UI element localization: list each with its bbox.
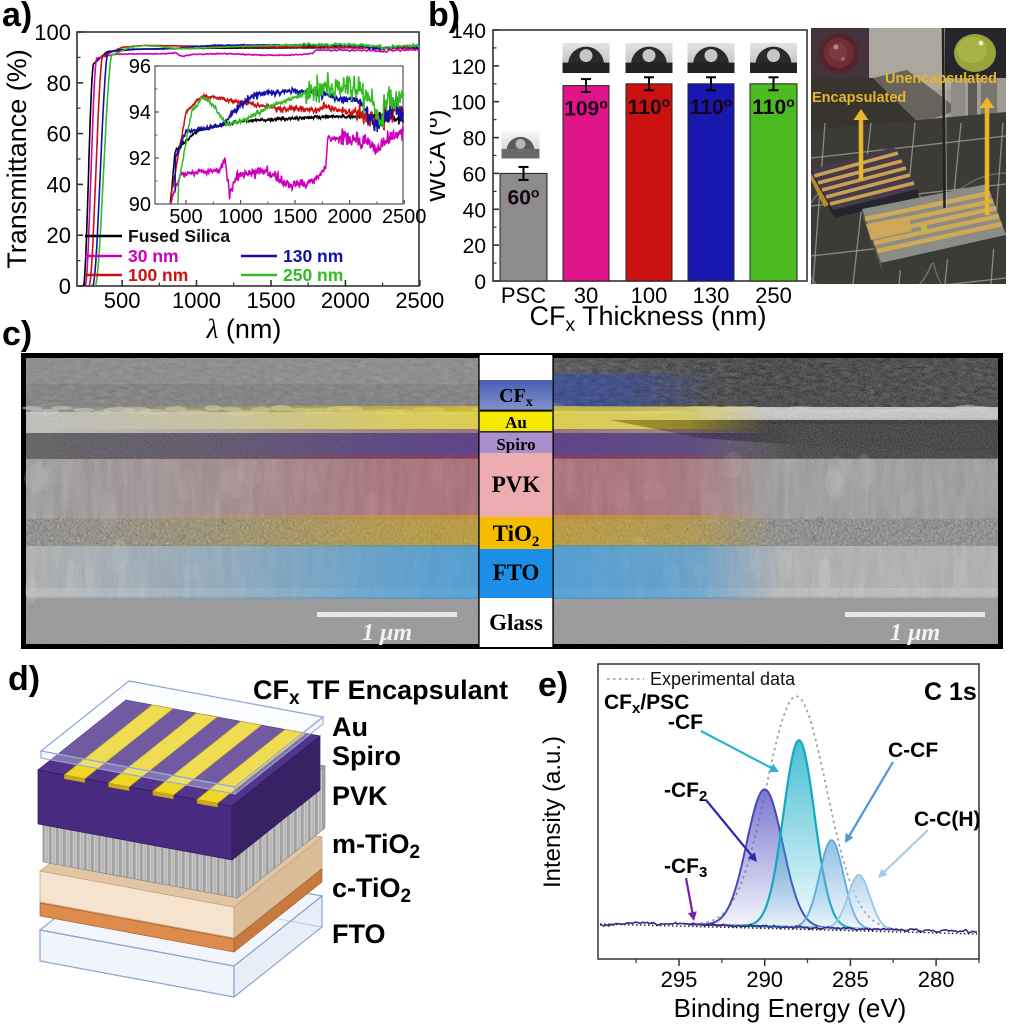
svg-text:WCA (º): WCA (º) bbox=[430, 109, 451, 202]
svg-text:20: 20 bbox=[463, 235, 486, 258]
svg-text:C 1s: C 1s bbox=[924, 678, 977, 706]
svg-text:500: 500 bbox=[169, 206, 202, 228]
svg-text:60: 60 bbox=[47, 122, 71, 147]
svg-text:0: 0 bbox=[59, 274, 71, 299]
svg-text:Glass: Glass bbox=[489, 610, 543, 635]
svg-text:1 μm: 1 μm bbox=[362, 620, 412, 646]
svg-text:2500: 2500 bbox=[382, 206, 427, 228]
svg-text:Spiro: Spiro bbox=[496, 435, 535, 454]
svg-text:TiO2: TiO2 bbox=[493, 521, 540, 550]
svg-text:-CF3: -CF3 bbox=[664, 855, 707, 881]
svg-text:Transmittance (%): Transmittance (%) bbox=[2, 49, 32, 269]
svg-text:Fused Silica: Fused Silica bbox=[128, 226, 230, 246]
svg-text:λ (nm): λ (nm) bbox=[206, 314, 282, 344]
svg-text:Binding Energy (eV): Binding Energy (eV) bbox=[674, 993, 907, 1023]
svg-text:130 nm: 130 nm bbox=[283, 246, 343, 266]
svg-text:C-C(H): C-C(H) bbox=[914, 808, 980, 831]
svg-text:140: 140 bbox=[451, 20, 486, 43]
svg-text:40: 40 bbox=[463, 199, 486, 222]
svg-text:1500: 1500 bbox=[247, 288, 296, 313]
svg-text:60: 60 bbox=[463, 163, 486, 186]
svg-text:1500: 1500 bbox=[273, 206, 318, 228]
svg-text:92: 92 bbox=[129, 148, 151, 170]
svg-text:1000: 1000 bbox=[172, 288, 221, 313]
svg-text:80: 80 bbox=[47, 71, 71, 96]
svg-text:0: 0 bbox=[474, 271, 486, 294]
svg-text:100 nm: 100 nm bbox=[128, 265, 188, 285]
svg-text:94: 94 bbox=[129, 102, 151, 124]
svg-text:290: 290 bbox=[746, 967, 783, 992]
svg-text:1 μm: 1 μm bbox=[890, 620, 940, 646]
svg-text:100: 100 bbox=[34, 20, 71, 45]
svg-text:130: 130 bbox=[693, 283, 730, 308]
svg-text:-CF: -CF bbox=[668, 711, 703, 734]
svg-text:PVK: PVK bbox=[492, 472, 541, 497]
svg-text:2500: 2500 bbox=[395, 288, 444, 313]
svg-text:90: 90 bbox=[129, 194, 151, 216]
svg-text:Unencapsulated: Unencapsulated bbox=[885, 71, 997, 87]
svg-text:Au: Au bbox=[505, 413, 527, 432]
svg-text:285: 285 bbox=[832, 967, 869, 992]
svg-text:250: 250 bbox=[755, 283, 792, 308]
svg-text:295: 295 bbox=[661, 967, 698, 992]
svg-text:-CF2: -CF2 bbox=[664, 779, 707, 805]
svg-text:C-CF: C-CF bbox=[888, 739, 938, 762]
svg-text:250 nm: 250 nm bbox=[283, 265, 343, 285]
svg-text:100: 100 bbox=[631, 283, 668, 308]
svg-text:Intensity (a.u.): Intensity (a.u.) bbox=[539, 736, 566, 888]
svg-text:20: 20 bbox=[47, 223, 71, 248]
svg-text:Experimental data: Experimental data bbox=[650, 669, 796, 689]
svg-text:120: 120 bbox=[451, 56, 486, 79]
svg-text:PSC: PSC bbox=[501, 283, 546, 308]
svg-text:30: 30 bbox=[574, 283, 598, 308]
svg-text:80: 80 bbox=[463, 128, 486, 151]
svg-text:30 nm: 30 nm bbox=[128, 246, 179, 266]
svg-text:Encapsulated: Encapsulated bbox=[812, 90, 906, 106]
svg-text:CFx/PSC: CFx/PSC bbox=[604, 691, 689, 717]
svg-text:FTO: FTO bbox=[493, 560, 540, 585]
svg-text:280: 280 bbox=[918, 967, 955, 992]
svg-text:40: 40 bbox=[47, 172, 71, 197]
svg-text:CFx Thickness (nm): CFx Thickness (nm) bbox=[529, 301, 766, 336]
svg-text:96: 96 bbox=[129, 56, 151, 78]
svg-text:1000: 1000 bbox=[218, 206, 263, 228]
svg-text:2000: 2000 bbox=[327, 206, 372, 228]
svg-text:2000: 2000 bbox=[321, 288, 370, 313]
svg-text:100: 100 bbox=[451, 92, 486, 115]
svg-text:500: 500 bbox=[104, 288, 141, 313]
